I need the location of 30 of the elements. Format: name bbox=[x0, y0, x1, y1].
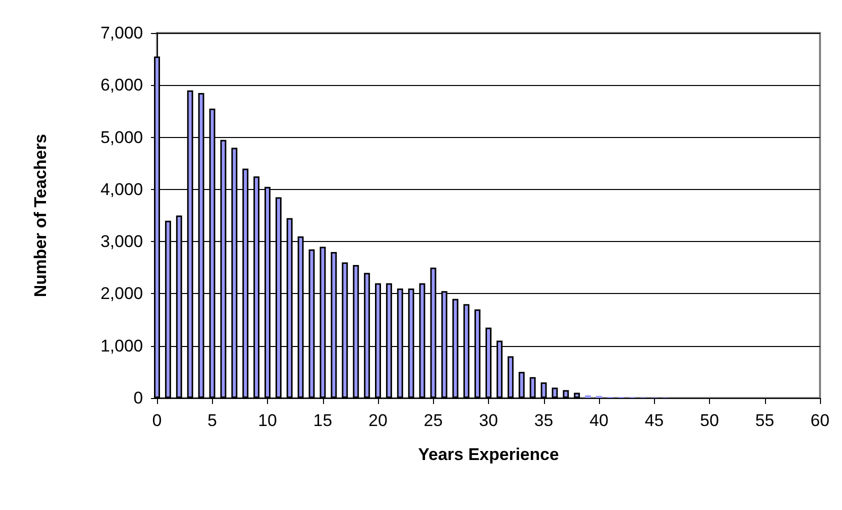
x-tick-label: 25 bbox=[424, 411, 443, 430]
y-tick-label: 3,000 bbox=[100, 232, 143, 252]
bar bbox=[518, 372, 525, 398]
bar bbox=[562, 390, 569, 398]
y-tick-label: 5,000 bbox=[100, 128, 143, 147]
bar bbox=[574, 392, 580, 398]
y-tick-label: 2,000 bbox=[100, 284, 143, 304]
bar bbox=[530, 377, 536, 398]
x-tick-label: 50 bbox=[700, 411, 719, 430]
x-tick-label: 55 bbox=[755, 411, 774, 430]
x-tick-label: 15 bbox=[313, 411, 332, 430]
x-tick-label: 5 bbox=[208, 411, 217, 430]
x-tick-label: 10 bbox=[258, 411, 277, 430]
x-tick-label: 45 bbox=[644, 411, 664, 430]
y-tick-label: 7,000 bbox=[100, 24, 143, 42]
y-tick-label: 0 bbox=[134, 388, 143, 408]
x-tick-label: 40 bbox=[590, 411, 608, 430]
x-tick-label: 0 bbox=[152, 411, 162, 430]
y-tick-label: 1,000 bbox=[100, 336, 143, 356]
x-tick-label: 30 bbox=[479, 411, 498, 430]
x-axis-title: Years Experience bbox=[418, 445, 559, 464]
y-axis-title: Number of Teachers bbox=[31, 134, 50, 298]
x-tick-label: 35 bbox=[534, 411, 554, 430]
y-tick-label: 6,000 bbox=[100, 76, 143, 95]
bar bbox=[552, 388, 558, 398]
y-tick-label: 4,000 bbox=[100, 180, 143, 199]
x-tick-label: 20 bbox=[368, 411, 388, 430]
bar bbox=[508, 356, 514, 398]
x-tick-label: 60 bbox=[810, 411, 830, 430]
bar bbox=[584, 395, 591, 398]
